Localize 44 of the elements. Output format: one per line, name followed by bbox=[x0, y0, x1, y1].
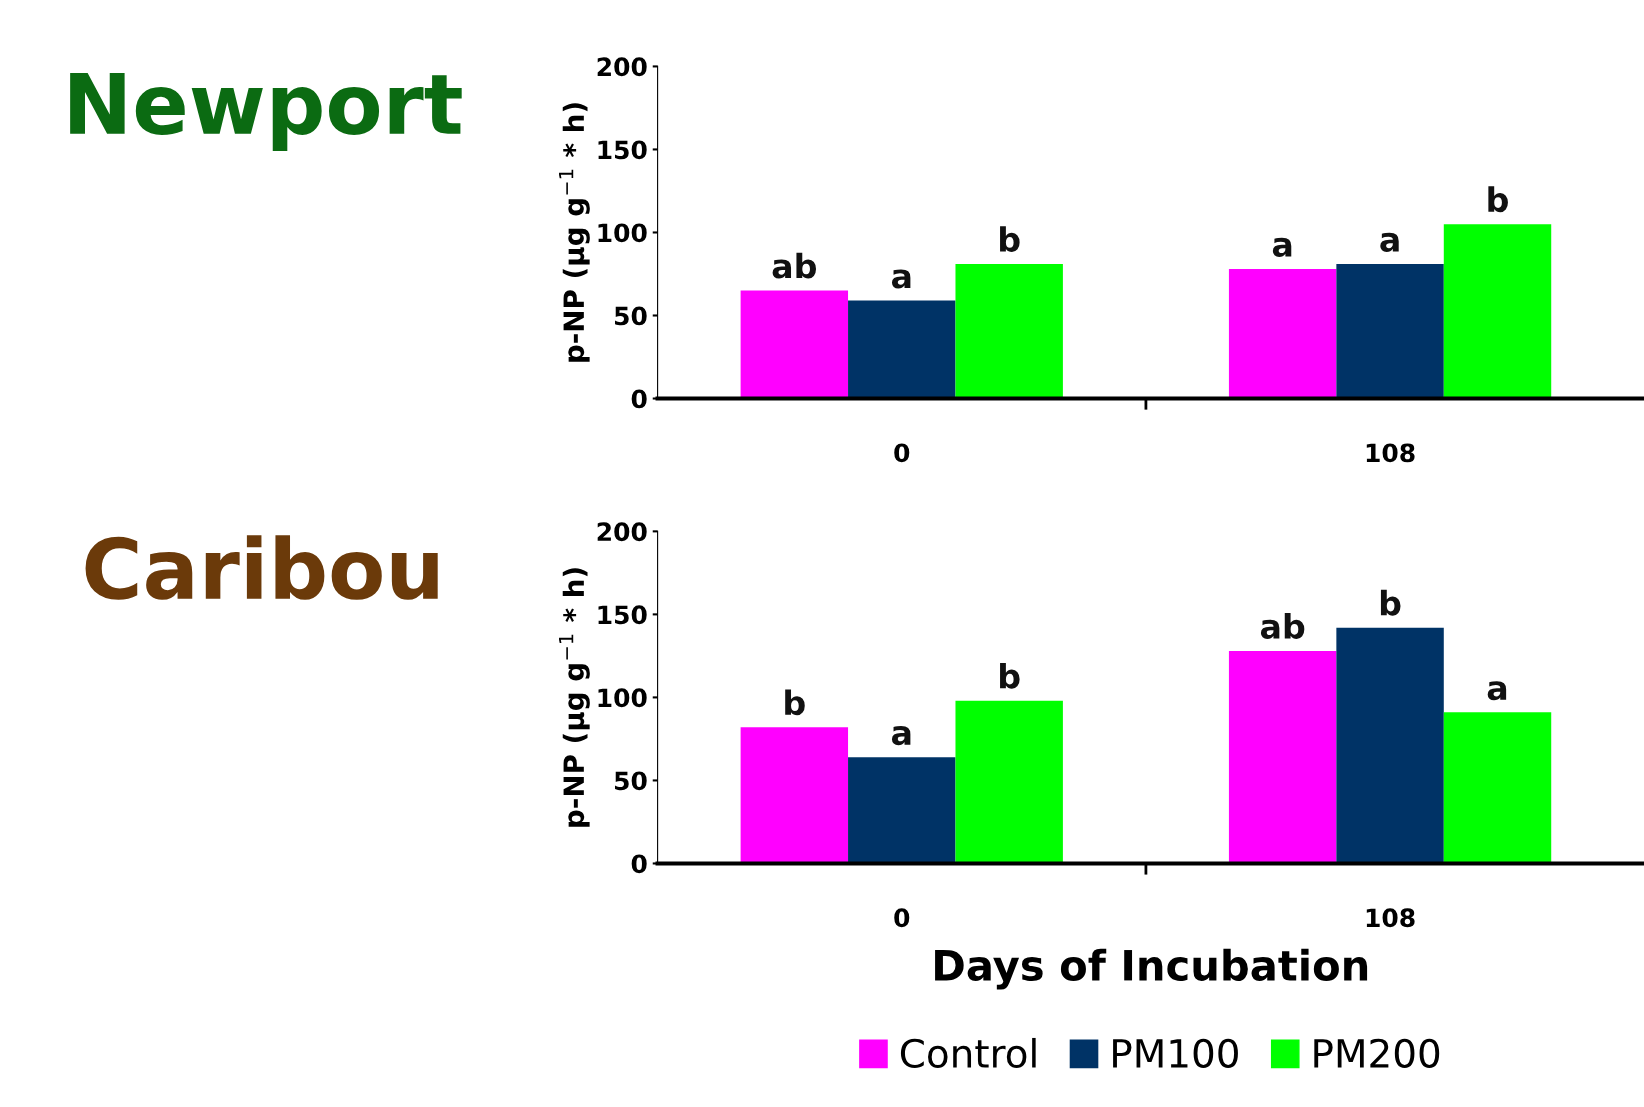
bar bbox=[1443, 224, 1552, 399]
y-axis-title: p-NP (µg g$^{−1}$ * h) bbox=[559, 568, 590, 827]
y-tick-label: 0 bbox=[631, 389, 647, 409]
bar bbox=[740, 727, 849, 864]
data-label: a bbox=[1380, 232, 1399, 253]
legend-label: PM100 bbox=[1113, 1038, 1238, 1069]
data-label: b bbox=[785, 689, 805, 716]
y-tick-label: 150 bbox=[598, 140, 647, 160]
y-tick-label: 50 bbox=[615, 306, 647, 326]
legend-label: PM200 bbox=[1314, 1038, 1440, 1069]
chart-title: Newport bbox=[70, 72, 462, 152]
data-label: a bbox=[1487, 681, 1507, 701]
bar bbox=[848, 300, 956, 399]
bar bbox=[848, 757, 956, 864]
x-axis-title: Days of Incubation bbox=[935, 948, 1368, 990]
y-tick-label: 50 bbox=[615, 771, 647, 791]
y-tick-label: 100 bbox=[598, 688, 647, 708]
data-label: b bbox=[1000, 662, 1020, 689]
data-label: a bbox=[891, 726, 911, 746]
data-label: a bbox=[1272, 237, 1292, 257]
y-tick-label: 100 bbox=[598, 223, 647, 243]
data-label: a bbox=[891, 269, 911, 289]
y-tick-label: 150 bbox=[598, 605, 647, 625]
y-axis-title: p-NP (µg g$^{−1}$ * h) bbox=[559, 103, 590, 362]
data-label: b bbox=[1000, 226, 1020, 253]
y-tick-label: 200 bbox=[597, 522, 647, 542]
y-tick-label: 0 bbox=[631, 854, 647, 874]
x-tick-label: 108 bbox=[1366, 908, 1415, 928]
bar bbox=[1443, 712, 1552, 864]
data-label: ab bbox=[1260, 613, 1305, 639]
y-tick-label: 200 bbox=[597, 57, 647, 77]
legend-label: Control bbox=[900, 1037, 1036, 1069]
bar bbox=[740, 290, 849, 399]
bar bbox=[1336, 264, 1444, 399]
data-label: ab bbox=[772, 252, 817, 279]
bar bbox=[955, 700, 1063, 864]
bar bbox=[955, 264, 1063, 399]
data-label: b bbox=[1488, 186, 1508, 213]
chart-title: Caribou bbox=[85, 535, 438, 600]
bar bbox=[1228, 269, 1337, 399]
bar bbox=[1336, 627, 1444, 864]
data-label: b bbox=[1380, 589, 1401, 616]
bar bbox=[1228, 650, 1337, 864]
x-tick-label: 108 bbox=[1366, 443, 1415, 463]
